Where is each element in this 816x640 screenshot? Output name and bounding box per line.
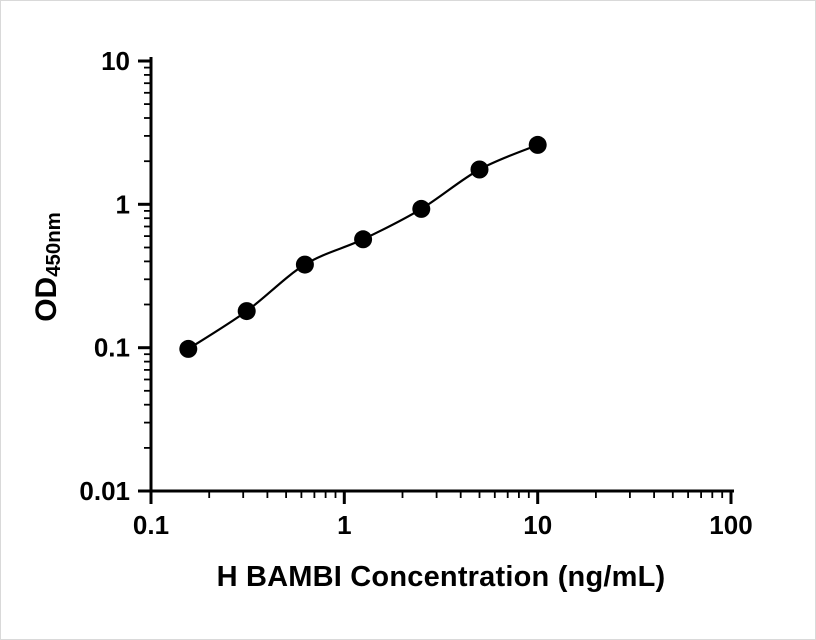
x-tick-label: 1 [337,510,351,540]
x-tick-label: 100 [709,510,752,540]
data-points [179,135,547,358]
data-point [412,199,431,218]
y-axis-title-subscript: 450nm [42,212,65,277]
y-tick-label: 1 [116,189,130,219]
data-point [179,339,198,358]
y-tick-label: 10 [101,46,130,76]
data-point [470,160,489,179]
data-point [295,255,314,274]
y-tick-label: 0.1 [94,333,130,363]
data-point [237,302,256,321]
axis-lines [149,57,734,493]
x-tick-label: 10 [523,510,552,540]
x-axis-title: H BAMBI Concentration (ng/mL) [216,561,666,593]
y-axis-title: OD450nm [30,212,66,322]
y-axis-ticks: 0.01 0.1 1 10 [79,46,151,506]
y-tick-label: 0.01 [79,476,130,506]
data-point [528,135,547,154]
x-tick-label: 0.1 [133,510,169,540]
y-axis-title-main: OD [30,276,64,322]
data-point [354,230,373,249]
x-axis-ticks: 0.1 1 10 100 [133,491,753,540]
